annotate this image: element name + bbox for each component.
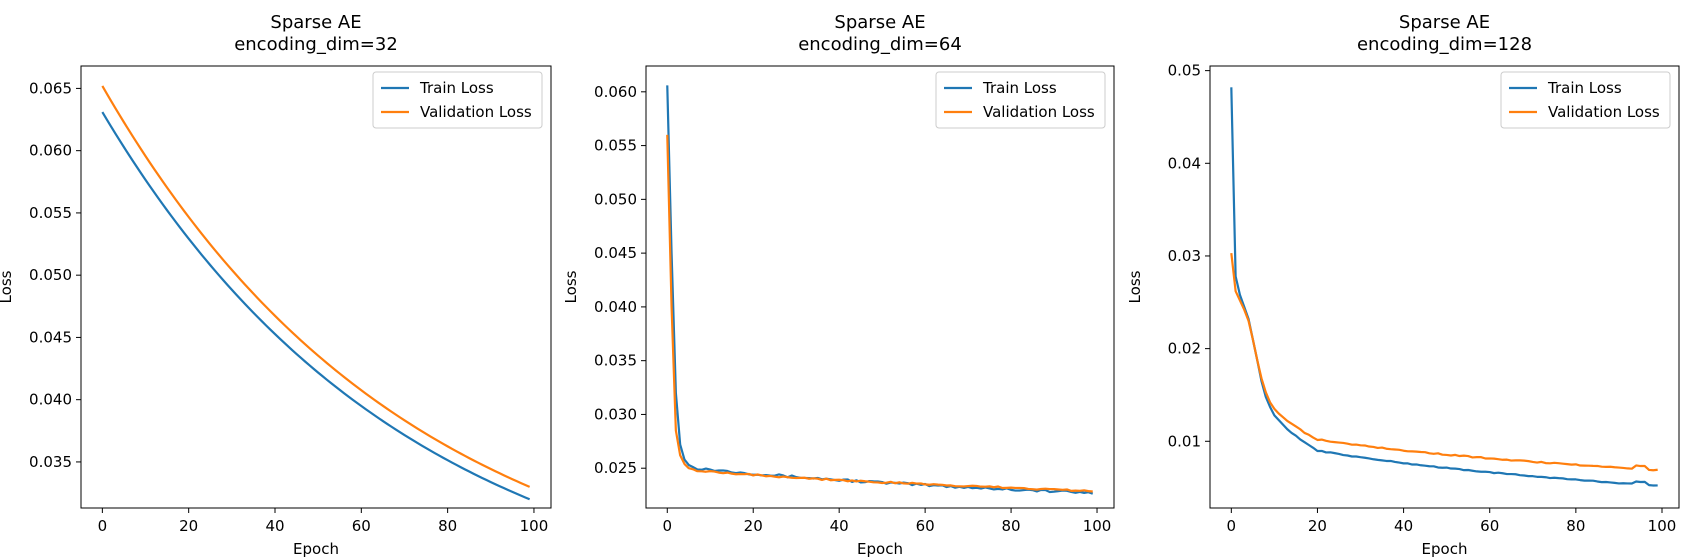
- y-axis-label: Loss: [0, 270, 15, 303]
- series-line-validation-loss: [101, 85, 531, 488]
- x-tick-label: 0: [1227, 517, 1237, 535]
- legend: Train Loss Validation Loss: [372, 71, 543, 129]
- x-tick-label: 80: [1002, 517, 1021, 535]
- chart-title: Sparse AE: [834, 12, 925, 33]
- legend: Train Loss Validation Loss: [1500, 71, 1671, 129]
- y-tick-label: 0.05: [1168, 62, 1201, 80]
- y-tick-label: 0.060: [29, 142, 72, 160]
- x-tick-label: 100: [1648, 517, 1677, 535]
- x-tick-label: 80: [438, 517, 457, 535]
- chart-subtitle: encoding_dim=64: [798, 34, 962, 55]
- legend-label: Train Loss: [419, 79, 494, 97]
- legend-box: [372, 71, 543, 129]
- y-tick-label: 0.045: [594, 244, 637, 262]
- y-tick-label: 0.040: [29, 391, 72, 409]
- legend: Train Loss Validation Loss: [935, 71, 1106, 129]
- x-axis-label: Epoch: [293, 540, 339, 558]
- x-tick-label: 100: [520, 517, 549, 535]
- series-line-train-loss: [666, 85, 1094, 495]
- series-line-train-loss: [101, 111, 531, 501]
- y-tick-label: 0.04: [1168, 154, 1201, 172]
- y-axis-label: Loss: [1126, 270, 1144, 303]
- x-tick-label: 100: [1083, 517, 1112, 535]
- x-tick-label: 40: [265, 517, 284, 535]
- plot-frame: [80, 65, 552, 509]
- legend-box: [935, 71, 1106, 129]
- x-tick-label: 60: [1480, 517, 1499, 535]
- y-tick-label: 0.02: [1168, 340, 1201, 358]
- chart-title: Sparse AE: [1399, 12, 1490, 33]
- x-tick-label: 20: [1308, 517, 1327, 535]
- y-tick-label: 0.050: [29, 266, 72, 284]
- series-line-validation-loss: [666, 134, 1093, 493]
- x-axis-label: Epoch: [857, 540, 903, 558]
- x-tick-label: 60: [916, 517, 935, 535]
- y-axis-label: Loss: [562, 270, 580, 303]
- y-tick-label: 0.035: [29, 453, 72, 471]
- x-axis-label: Epoch: [1422, 540, 1468, 558]
- y-tick-label: 0.060: [594, 83, 637, 101]
- x-tick-label: 40: [830, 517, 849, 535]
- chart-subtitle: encoding_dim=128: [1357, 34, 1532, 55]
- legend-label: Validation Loss: [1548, 103, 1660, 121]
- chart-title: Sparse AE: [270, 12, 361, 33]
- legend-label: Train Loss: [1547, 79, 1622, 97]
- chart-subtitle: encoding_dim=32: [234, 34, 398, 55]
- series-line-train-loss: [1230, 87, 1658, 487]
- x-tick-label: 60: [352, 517, 371, 535]
- legend-label: Train Loss: [982, 79, 1057, 97]
- x-tick-label: 20: [179, 517, 198, 535]
- y-tick-label: 0.055: [594, 137, 637, 155]
- x-tick-label: 0: [98, 517, 108, 535]
- legend-box: [1500, 71, 1671, 129]
- plot-frame: [1209, 65, 1680, 509]
- y-tick-label: 0.030: [594, 405, 637, 423]
- x-tick-label: 20: [744, 517, 763, 535]
- y-tick-label: 0.065: [29, 79, 72, 97]
- y-tick-label: 0.055: [29, 204, 72, 222]
- y-tick-label: 0.050: [594, 190, 637, 208]
- y-tick-label: 0.03: [1168, 247, 1201, 265]
- y-tick-label: 0.045: [29, 328, 72, 346]
- legend-label: Validation Loss: [983, 103, 1095, 121]
- series-line-validation-loss: [1230, 253, 1658, 472]
- y-tick-label: 0.025: [594, 459, 637, 477]
- legend-label: Validation Loss: [420, 103, 532, 121]
- x-tick-label: 0: [662, 517, 672, 535]
- x-tick-label: 80: [1566, 517, 1585, 535]
- plot-frame: [645, 65, 1115, 509]
- y-tick-label: 0.040: [594, 298, 637, 316]
- y-tick-label: 0.035: [594, 352, 637, 370]
- y-tick-label: 0.01: [1168, 432, 1201, 450]
- x-tick-label: 40: [1394, 517, 1413, 535]
